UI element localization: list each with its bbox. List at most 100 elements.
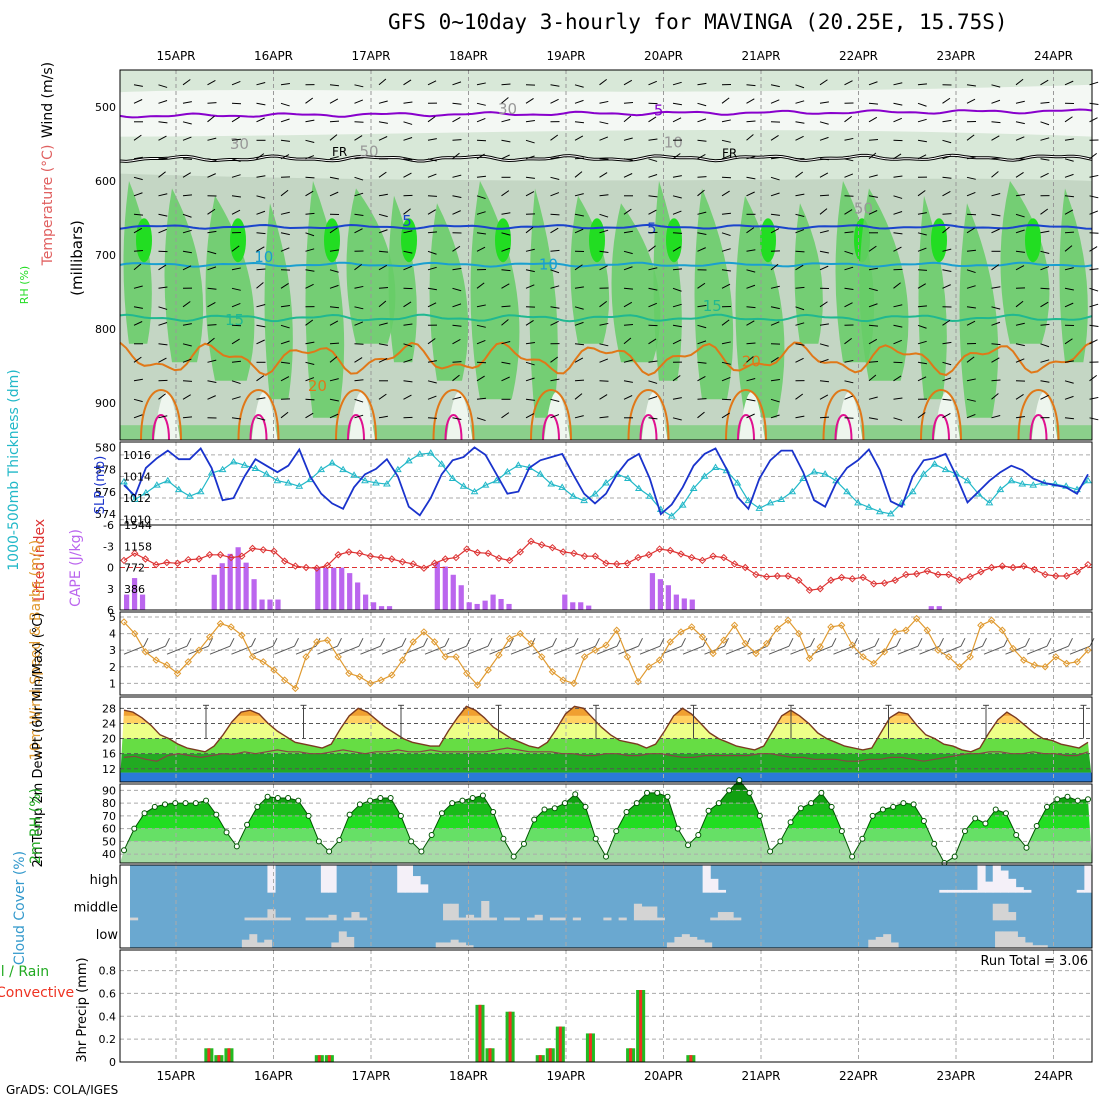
li-series-point (559, 548, 567, 556)
wind-barb (256, 232, 266, 235)
wind-barb (231, 174, 241, 178)
temp-band (120, 715, 1092, 724)
wind-barb (704, 645, 725, 655)
wind-barb (795, 393, 804, 400)
y-tick-label: 386 (124, 583, 145, 596)
cape-bar (490, 594, 496, 610)
isotherm-loop (432, 389, 475, 441)
wind-barb (501, 212, 511, 215)
wind-barb (721, 139, 731, 143)
wind-barb (158, 121, 168, 124)
cloud-bar-low (696, 939, 705, 948)
wind-barb (182, 79, 191, 86)
rh-band (120, 815, 1092, 829)
cape-bar (681, 598, 687, 610)
wind-barb (158, 135, 167, 141)
wind-barb (991, 264, 1000, 271)
wind-barb (672, 324, 682, 328)
contour-label: 5 (654, 102, 664, 120)
wind-barb (942, 412, 951, 419)
thickness-series-point (470, 487, 479, 495)
wind-barb (1015, 194, 1025, 197)
rh2m-series-point (685, 842, 692, 849)
wind10-series-point (645, 663, 653, 671)
wind-barb (329, 398, 339, 402)
wind-barb (868, 195, 878, 198)
y-tick-label: 60 (102, 823, 116, 836)
cloud-bar-high (320, 865, 330, 893)
wind10-series-point (505, 634, 514, 643)
cloud-bar-high (1084, 865, 1093, 893)
wind-barb (1015, 300, 1024, 308)
wind-barb (501, 376, 510, 382)
y-tick-label: 0.4 (99, 1010, 117, 1023)
wind-barb (868, 152, 877, 160)
li-series-point (998, 562, 1007, 570)
wind-barb-feather (208, 637, 213, 647)
wind-barb (844, 231, 854, 234)
wind-barb (819, 394, 829, 400)
rh2m-series-point (838, 828, 845, 835)
y-tick-label: 5 (109, 611, 116, 624)
rh-very-dry-band (120, 84, 1092, 137)
wind-barb (525, 139, 535, 144)
rh2m-series-point (592, 835, 599, 842)
wind10-series-point (602, 641, 610, 649)
wind-barb (721, 154, 731, 160)
thickness-series-point (361, 476, 369, 484)
precip-panel-frame (119, 949, 1093, 1063)
li-series-point (238, 552, 246, 560)
wind-barb-feather (186, 637, 192, 647)
wind-barb (381, 645, 403, 655)
wind-barb (599, 358, 609, 363)
y-tick-label: 500 (95, 101, 116, 114)
cloud-bar-middle (534, 914, 543, 921)
rh2m-series-point (264, 793, 271, 800)
rh2m-series-point (1054, 796, 1061, 803)
wind-barb (1064, 80, 1074, 86)
wind-barb (378, 136, 388, 141)
rh-dry-plume (544, 391, 570, 440)
wind-barb (746, 134, 754, 141)
cloud-bar-middle (351, 912, 360, 921)
wind-barb (1015, 265, 1025, 271)
thickness-series-point (941, 465, 950, 473)
wind-barb (648, 380, 658, 384)
wind-barb-feather (401, 637, 407, 647)
contour-label: 5 (402, 212, 412, 230)
wind10-series-point (441, 653, 450, 661)
wind-barb (133, 227, 143, 234)
wind-barb (623, 324, 634, 326)
wind-barb (893, 375, 902, 382)
wind-barb (305, 377, 315, 382)
li-series-point (837, 573, 846, 582)
wind-barb (672, 303, 682, 308)
cloud-bar-low (689, 936, 698, 948)
wind-barb (893, 195, 903, 199)
wind-barb (893, 246, 902, 252)
wind-barb (329, 356, 338, 363)
y-tick-label: 580 (95, 442, 116, 455)
wind-barb (280, 411, 289, 419)
wind10-series-point (741, 639, 749, 648)
cloud-bar-low (338, 931, 347, 948)
cape-ticks: 386 772 1158 1544 (124, 519, 152, 596)
cloud-bar-high (328, 865, 337, 893)
wind-barb (942, 319, 951, 326)
cloud-bar-middle (267, 909, 276, 921)
wind10-series-point (398, 656, 407, 664)
wind-barb (403, 79, 412, 86)
rh2m-series-point (777, 838, 784, 845)
wind-barb (648, 338, 657, 345)
precip-convective-label: Convective (0, 985, 74, 1001)
wind-barb (623, 208, 632, 215)
wind-barb (795, 306, 805, 311)
wind-barb (672, 339, 682, 345)
date-label-top: 23APR (936, 49, 975, 63)
wind-barb (893, 232, 903, 235)
wind10-series-point (580, 653, 589, 661)
wind-barb (354, 176, 364, 181)
li-series-point (1030, 565, 1039, 574)
cape-bar (649, 573, 656, 610)
wind-barb (280, 340, 290, 345)
